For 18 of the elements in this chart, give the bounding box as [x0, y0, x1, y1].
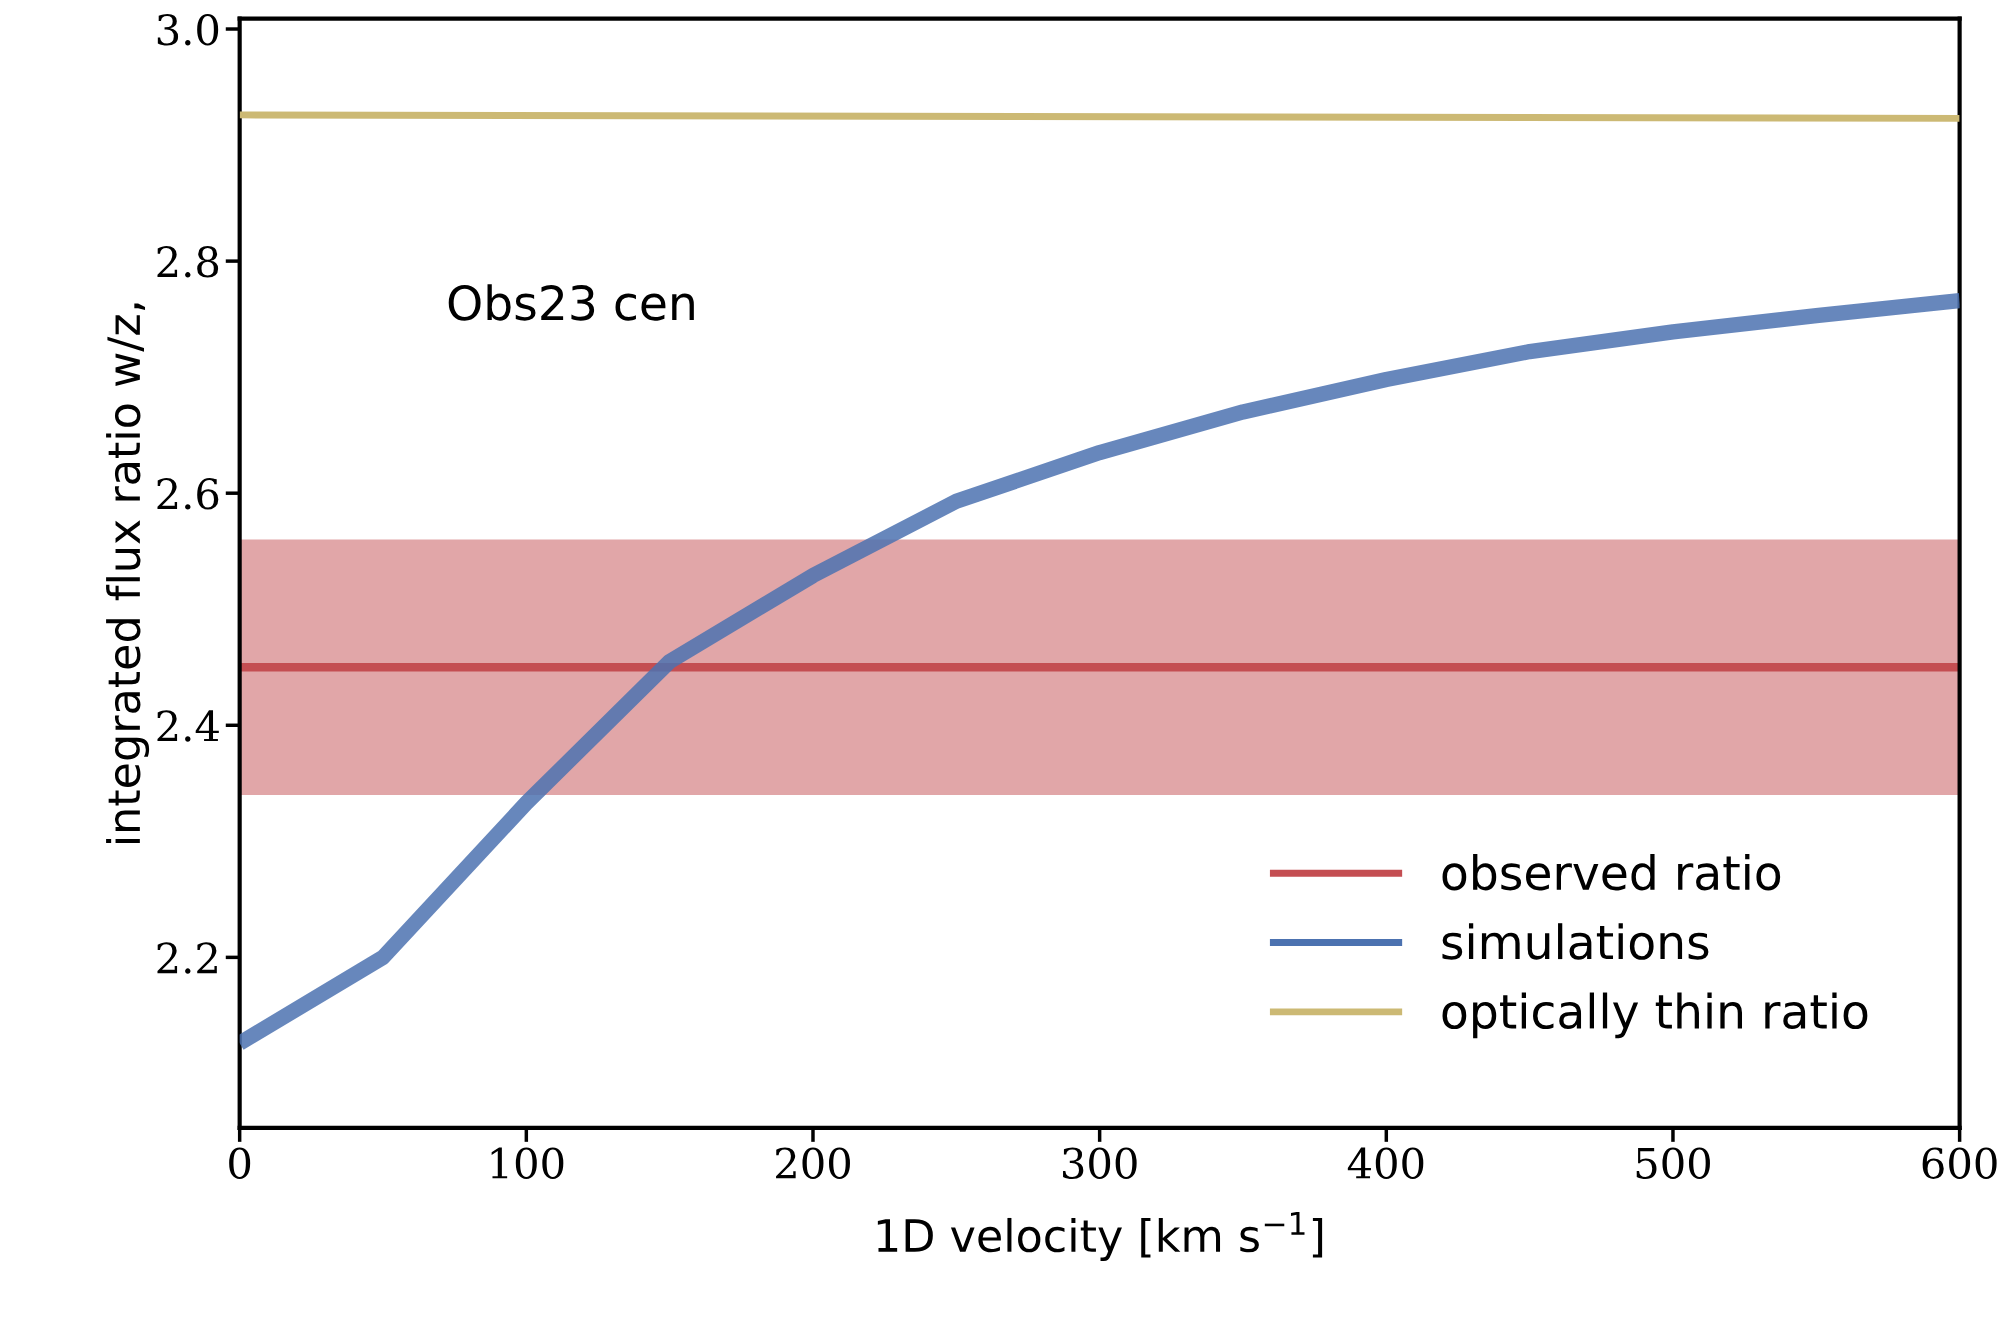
x-tick-label: 400	[1347, 1147, 1424, 1179]
annotation: Obs23 cen	[448, 284, 694, 321]
y-tick-label: 2.8	[157, 246, 219, 278]
x-tick-label: 600	[1922, 1147, 1997, 1179]
y-tick-label: 3.0	[157, 13, 219, 46]
x-tick-label: 500	[1636, 1147, 1710, 1179]
y-tick-label: 2.4	[157, 710, 219, 742]
legend-label: observed ratio	[1442, 853, 1781, 891]
legend-label: optically thin ratio	[1442, 992, 1868, 1039]
x-tick-label: 0	[229, 1147, 251, 1179]
y-tick-label: 2.2	[157, 942, 217, 974]
x-axis-title: 1D velocity [km s$^{−1}$]	[877, 1212, 1323, 1261]
x-tick-label: 300	[1063, 1147, 1137, 1179]
y-axis-title: integrated flux ratio w/z,	[106, 303, 150, 844]
x-tick-label: 100	[491, 1147, 564, 1179]
x-tick-label: 200	[776, 1147, 850, 1179]
legend-label: simulations	[1442, 923, 1709, 960]
y-tick-label: 2.6	[157, 478, 219, 510]
